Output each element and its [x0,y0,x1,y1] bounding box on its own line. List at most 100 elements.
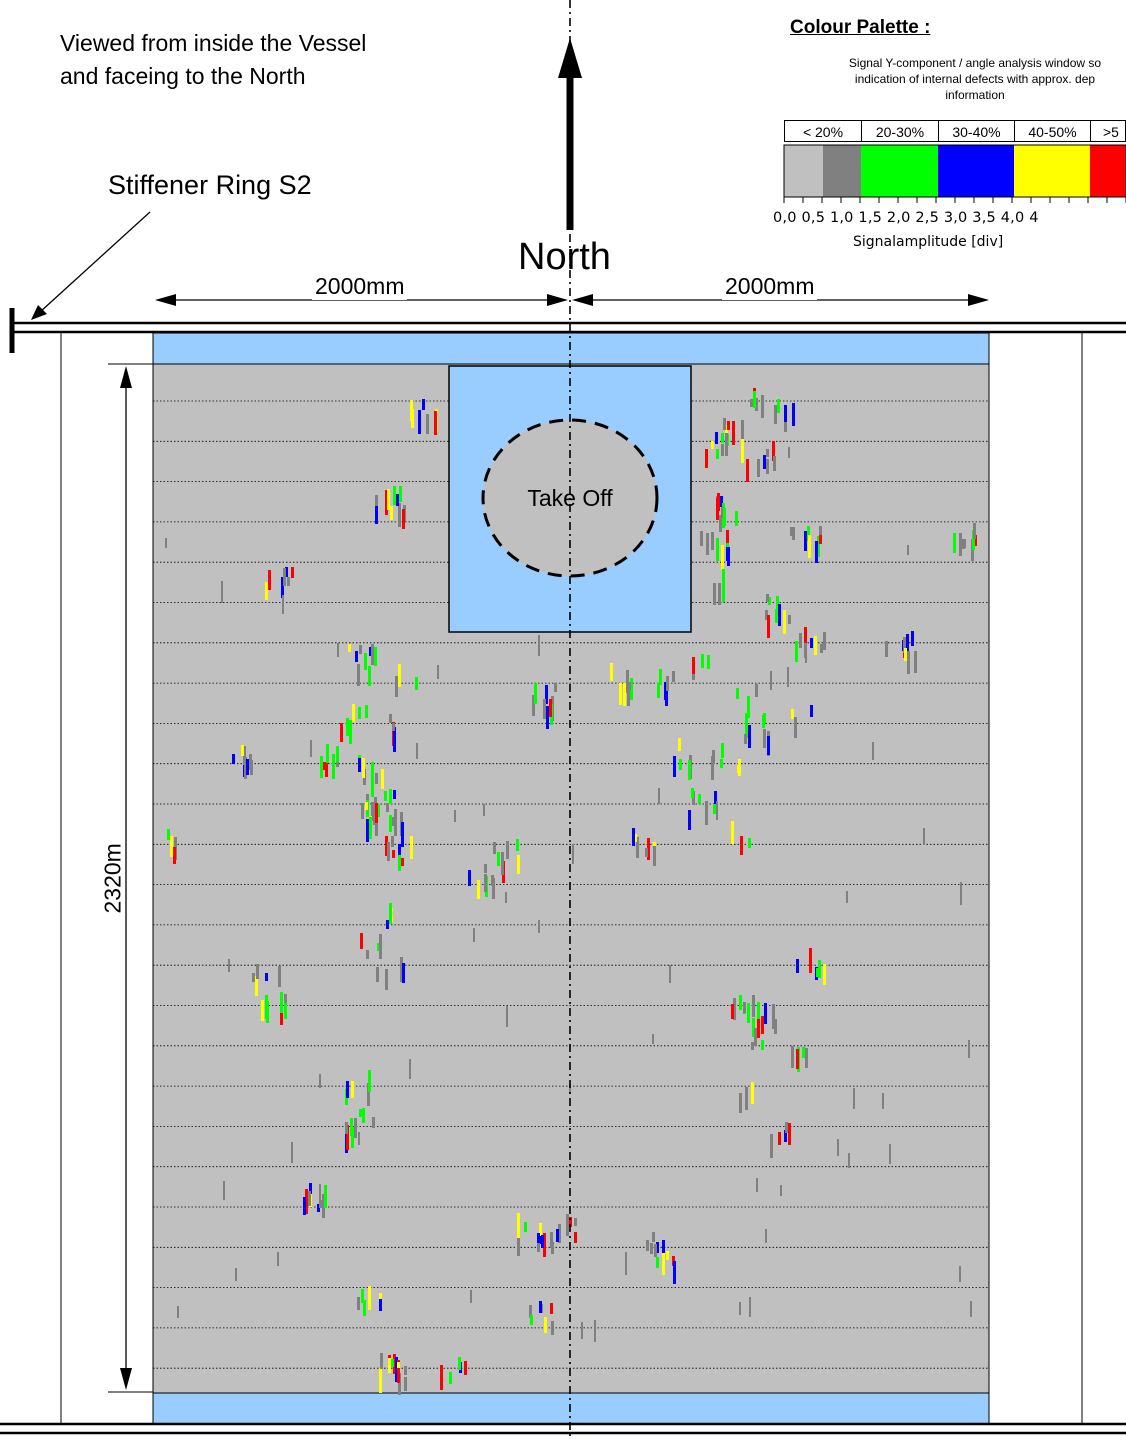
indication-mark [784,415,787,432]
indication-mark [539,1223,542,1236]
indication-mark [287,577,290,586]
indication-mark [379,1368,382,1393]
indication-mark [367,1083,370,1106]
indication-mark [305,1189,308,1214]
indication-mark [569,1084,571,1094]
palette-swatch [823,145,861,197]
indication-mark [974,535,977,546]
indication-mark [721,507,724,518]
indication-mark [165,538,167,548]
indication-mark [167,829,170,840]
indication-mark [394,815,397,836]
indication-mark [726,530,729,543]
indication-mark [398,852,401,871]
indication-mark [380,1353,383,1369]
indication-mark [794,717,797,738]
indication-mark [402,963,405,983]
indication-mark [530,1315,533,1325]
indication-mark [757,459,760,477]
indication-mark [543,1233,546,1257]
indication-mark [351,1127,354,1148]
indication-mark [484,874,487,892]
indication-mark [554,683,557,692]
palette-swatch [1014,145,1090,197]
indication-mark [816,968,819,977]
indication-mark [770,671,772,690]
indication-mark [718,583,721,605]
indication-mark [678,738,681,751]
indication-mark [415,677,418,690]
indication-mark [361,1289,364,1303]
indication-mark [790,527,793,536]
indication-mark [766,449,769,457]
indication-mark [346,1081,349,1098]
indication-mark [411,409,414,428]
indication-mark [265,973,268,981]
indication-mark [437,665,439,679]
indication-mark [346,718,349,736]
indication-mark [652,1232,655,1242]
indication-mark [923,828,925,845]
indication-mark [517,855,520,874]
indication-mark [375,495,378,512]
indication-mark [374,797,377,808]
indication-mark [377,804,380,817]
indication-mark [551,1242,554,1254]
indication-mark [791,709,794,719]
indication-mark [799,633,802,648]
indication-mark [736,688,739,699]
indication-mark [625,1252,627,1275]
indication-mark [761,1040,764,1050]
indication-mark [377,943,380,951]
indication-mark [543,699,546,719]
indication-mark [346,1125,349,1150]
indication-mark [656,1257,659,1268]
indication-mark [366,950,369,959]
indication-mark [650,1243,653,1254]
indication-mark [398,664,401,687]
indication-mark [388,1358,391,1373]
indication-mark [534,683,537,704]
indication-mark [173,847,176,864]
indication-mark [757,1019,760,1038]
indication-mark [636,837,639,858]
indication-mark [815,541,818,563]
indication-mark [491,875,494,886]
indication-mark [310,740,312,757]
height-label: 2320m [99,843,126,914]
indication-mark [385,490,388,515]
indication-mark [285,567,288,577]
indication-mark [716,538,719,561]
indication-mark [232,754,235,764]
indication-mark [970,1301,972,1317]
indication-mark [972,530,975,550]
indication-mark [735,511,738,526]
indication-mark [391,836,394,847]
indication-mark [777,399,780,413]
indication-mark [665,683,668,706]
indication-mark [336,758,339,767]
indication-mark [656,1242,659,1253]
indication-mark [673,756,676,777]
indication-mark [784,405,787,422]
palette-swatch [1090,145,1126,197]
indication-mark [626,670,629,693]
indication-mark [422,399,425,410]
indication-mark [309,1183,312,1194]
ring-pointer-head [31,305,47,320]
indication-mark [721,433,724,443]
indication-mark [768,597,771,605]
indication-mark [701,654,704,668]
indication-mark [632,828,635,846]
indication-mark [750,399,753,407]
indication-mark [261,1000,264,1021]
palette-description-line-2: indication of internal defects with appr… [854,72,1096,86]
indication-mark [308,1191,311,1206]
indication-mark [336,746,339,762]
indication-mark [398,503,401,527]
indication-mark [402,509,405,529]
indication-mark [767,736,770,755]
top-plate-band [152,332,990,365]
indication-mark [722,580,725,602]
indication-mark [345,1122,348,1134]
